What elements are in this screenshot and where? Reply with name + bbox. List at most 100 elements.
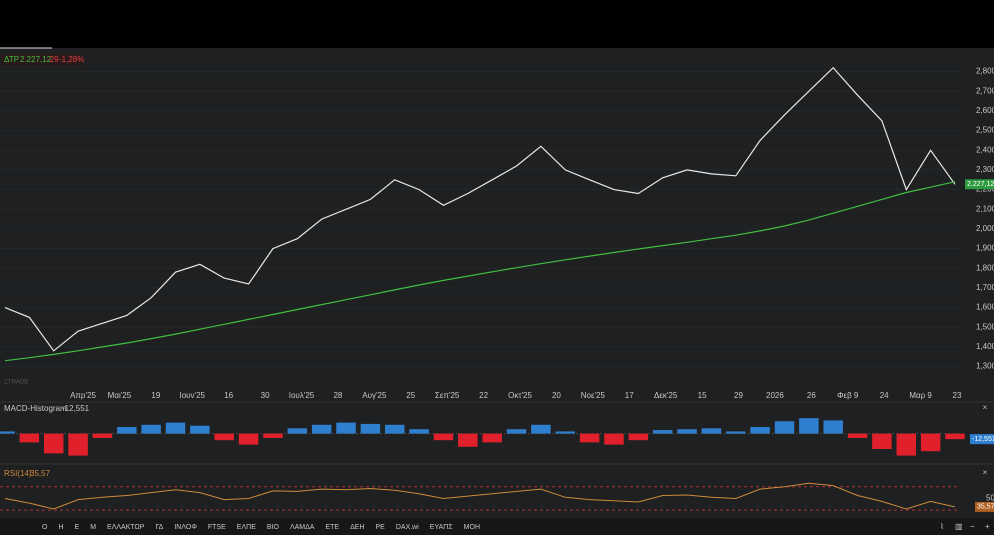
x-tick-label: Αυγ'25 [362,391,387,400]
macd-bar [579,433,600,443]
rsi-title: RSI(14) [4,469,32,478]
toolbar: Ο Η Ε Μ ΕΛΛΑΚΤΩΡ ΓΔ ΙΝΛΟΦ FTSE ΕΛΠΕ ΒΙΟ ΛΑΜΔΑ ΕΤΕ ΔΕ… [42,524,480,531]
macd-bar [287,428,308,434]
macd-bar [0,431,15,434]
macd-bar [823,420,843,434]
macd-bar [750,427,770,434]
x-tick-label: Μαρ 9 [909,391,932,400]
x-tick-label: 28 [333,391,342,400]
rsi-tick-label: 50 [986,494,994,503]
macd-bar [531,424,551,434]
rsi-tag [975,501,994,512]
x-tick-label: Μαι'25 [108,391,132,400]
x-tick-label: Φεβ 9 [837,391,859,400]
close-icon[interactable]: × [983,403,988,412]
tool-icon[interactable]: − [970,522,975,531]
toolbar-item[interactable]: ΔΕΗ [350,524,364,531]
x-tick-label: Ιουλ'25 [289,391,315,400]
macd-bar [482,433,502,443]
x-tick-label: 20 [552,391,561,400]
rsi-tag-label: 35,57 [977,504,994,511]
macd-bar [774,421,795,434]
y-tick-label: 2,100 [976,204,994,213]
toolbar-item[interactable]: Ο [42,524,48,531]
macd-bar [336,422,356,434]
y-tick-label: 2,400 [976,145,994,154]
top-bar [0,0,994,48]
macd-bar [945,433,965,440]
macd-title: MACD-Histogram [4,404,67,413]
watermark: ΞTRADE [4,380,28,386]
x-tick-label: Οκτ'25 [508,391,532,400]
macd-bar [360,423,381,434]
macd-bar [652,430,673,434]
x-tick-label: 25 [406,391,415,400]
toolbar-item[interactable]: FTSE [208,524,226,531]
macd-tag-label: -12,551 [972,436,994,443]
x-tick-label: 2026 [766,391,784,400]
x-tick-label: 30 [261,391,270,400]
macd-bar [238,433,259,445]
y-tick-label: 2,000 [976,224,994,233]
macd-bar [385,424,405,434]
macd-bar [141,424,161,434]
toolbar-item[interactable]: Μ [90,524,96,531]
macd-bar [43,433,64,454]
macd-bar [433,433,454,441]
macd-bar [628,433,649,441]
macd-bar [190,425,210,434]
y-tick-label: 1,500 [976,322,994,331]
macd-bar [677,429,697,434]
toolbar-item[interactable]: ΜΟΗ [464,524,480,531]
toolbar-item[interactable]: ΡΕ [376,524,386,531]
toolbar-item[interactable]: Ε [75,524,80,531]
toolbar-item[interactable]: ΒΙΟ [267,524,280,531]
price-line [4,66,956,352]
macd-bar [409,429,429,434]
toolbar-item[interactable]: DAX.wi [396,524,419,531]
y-tick-label: 1,700 [976,283,994,292]
macd-bar [165,422,186,434]
x-tick-label: 16 [224,391,233,400]
price-line [4,181,956,362]
x-tick-label: 19 [151,391,160,400]
y-tick-label: 2,600 [976,106,994,115]
y-tick-label: 1,300 [976,362,994,371]
macd-tag [970,434,994,445]
tool-icon[interactable]: ▥ [955,522,963,531]
toolbar-item[interactable]: ΕΛΠΕ [237,524,256,531]
x-tick-label: 23 [953,391,962,400]
tool-icon[interactable]: + [985,522,990,531]
macd-value: -12,551 [62,404,90,413]
x-tick-label: 22 [479,391,488,400]
macd-bar [920,433,941,452]
toolbar-item[interactable]: ΙΝΛΟΦ [174,524,197,531]
x-tick-label: 17 [625,391,634,400]
macd-bar [555,431,575,434]
toolbar-bg [0,518,994,535]
price: 2.227,12 [20,55,52,64]
macd-bar [117,427,137,434]
x-tick-label: 15 [698,391,707,400]
macd-bar [92,433,113,438]
change: -29 [47,55,59,64]
macd-bar [604,433,624,445]
toolbar-item[interactable]: ΕΥΑΠΣ [430,524,454,531]
macd-bar [872,433,892,449]
toolbar-item[interactable]: ΕΛΛΑΚΤΩΡ [107,524,145,531]
macd-bar [68,433,88,456]
rsi-line [4,482,956,510]
macd-bar [311,424,332,434]
y-tick-label: 2,800 [976,67,994,76]
last-price-label: 2.227,12 [967,181,994,188]
macd-bar [263,433,283,438]
toolbar-item[interactable]: Η [58,524,63,531]
toolbar-item[interactable]: ΛΑΜΔΑ [290,524,315,531]
close-icon[interactable]: × [983,468,988,477]
toolbar-item[interactable]: ΓΔ [155,524,163,531]
tool-icon[interactable]: ⌇ [940,522,944,531]
toolbar-item[interactable]: ΕΤΕ [325,524,339,531]
chart-bg [0,48,994,518]
macd-bar [847,433,868,438]
